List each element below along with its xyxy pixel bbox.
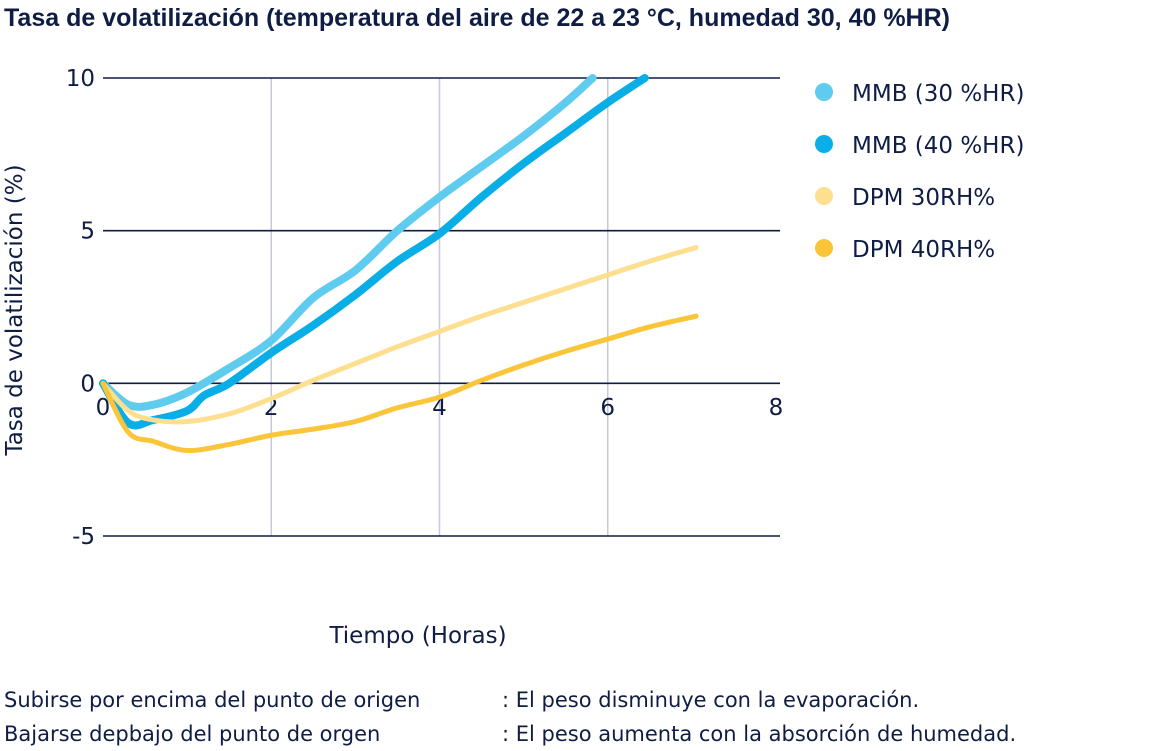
note-text: : El peso disminuye con la evaporación. <box>502 688 920 712</box>
y-axis-label: Tasa de volatilización (%) <box>2 164 28 456</box>
y-tick-label: 10 <box>66 66 95 92</box>
y-tick-label: 5 <box>80 219 95 245</box>
series-line <box>100 244 699 425</box>
note-row: Bajarse depbajo del punto de orgen : El … <box>4 717 1016 751</box>
x-tick-label: 8 <box>769 395 784 421</box>
legend-marker <box>815 239 833 257</box>
legend-label: MMB (30 %HR) <box>852 81 1024 107</box>
legend-marker <box>815 135 833 153</box>
series-line <box>99 74 649 430</box>
legend-label: DPM 40RH% <box>852 237 995 263</box>
series-line <box>99 74 597 411</box>
note-label: Subirse por encima del punto de origen <box>4 688 421 712</box>
note-row: Subirse por encima del punto de origen :… <box>4 683 1016 717</box>
legend-marker <box>815 83 833 101</box>
legend-marker <box>815 187 833 205</box>
chart-title: Tasa de volatilización (temperatura del … <box>4 4 950 32</box>
legend-label: MMB (40 %HR) <box>852 133 1024 159</box>
x-tick-label: 6 <box>600 395 615 421</box>
x-tick-label: 4 <box>432 395 447 421</box>
note-text: : El peso aumenta con la absorción de hu… <box>502 722 1017 746</box>
legend-label: DPM 30RH% <box>852 185 995 211</box>
notes: Subirse por encima del punto de origen :… <box>4 683 1016 751</box>
y-tick-label: -5 <box>72 524 95 550</box>
series-line <box>100 313 699 454</box>
note-label: Bajarse depbajo del punto de orgen <box>4 722 381 746</box>
x-tick-label: 0 <box>96 395 111 421</box>
y-tick-label: 0 <box>80 371 95 397</box>
x-axis-label: Tiempo (Horas) <box>328 623 506 649</box>
